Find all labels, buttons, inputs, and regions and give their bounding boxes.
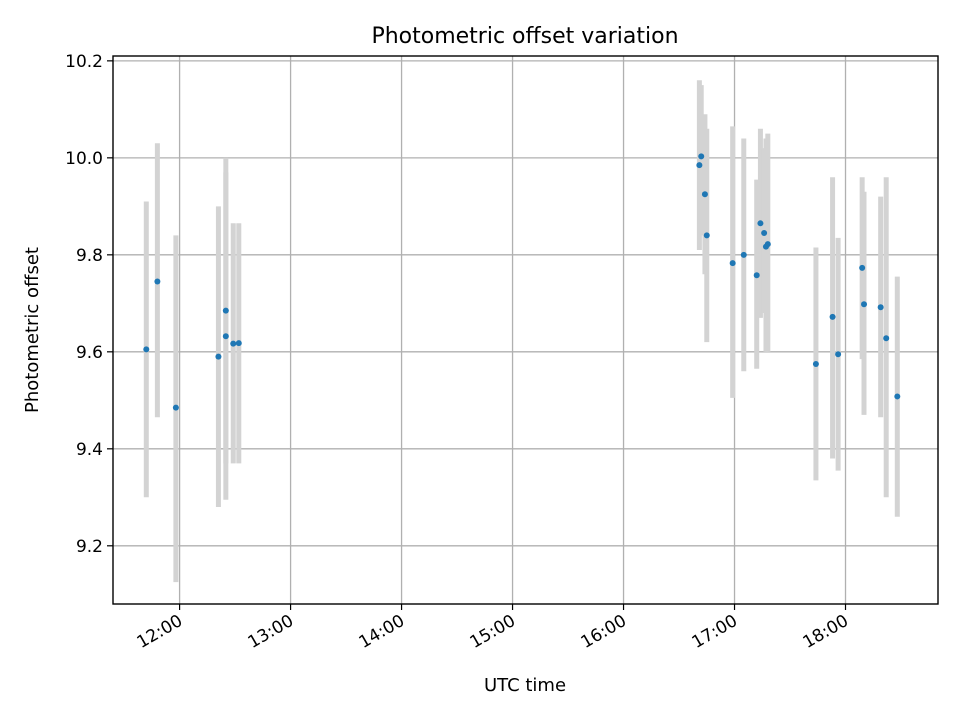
data-point	[757, 220, 764, 227]
data-point	[894, 393, 901, 400]
data-points	[143, 153, 901, 411]
ticks: 12:00 13:00 14:00 15:00 16:00 17:00 18:009.29.…	[65, 52, 852, 653]
data-point	[829, 313, 836, 320]
data-point	[696, 162, 703, 169]
y-axis-label: Photometric offset	[22, 247, 43, 413]
data-point	[883, 335, 890, 342]
data-point	[222, 333, 229, 340]
data-point	[877, 304, 884, 311]
data-point	[861, 301, 868, 308]
y-tick-label: 9.6	[76, 343, 103, 363]
y-tick-label: 9.2	[76, 537, 103, 557]
y-tick-label: 9.8	[76, 246, 103, 266]
data-point	[154, 278, 161, 285]
data-point	[698, 153, 705, 160]
data-point	[761, 230, 768, 237]
grid	[113, 56, 938, 604]
data-point	[215, 353, 222, 360]
data-point	[172, 404, 179, 411]
data-point	[835, 351, 842, 358]
data-point	[729, 260, 736, 267]
data-point	[143, 346, 150, 353]
data-point	[812, 360, 819, 367]
data-point	[230, 340, 237, 347]
y-tick-label: 9.4	[76, 440, 103, 460]
data-point	[764, 241, 771, 248]
chart-title: Photometric offset variation	[371, 24, 678, 49]
axes-frame	[112, 55, 939, 605]
y-tick-label: 10.0	[65, 149, 103, 169]
x-axis-label: UTC time	[484, 675, 566, 696]
data-point	[859, 264, 866, 271]
data-point	[701, 191, 708, 198]
data-point	[740, 251, 747, 258]
data-point	[222, 307, 229, 314]
data-point	[703, 232, 710, 239]
data-point	[753, 272, 760, 279]
y-tick-label: 10.2	[65, 52, 103, 72]
data-point	[235, 340, 242, 347]
